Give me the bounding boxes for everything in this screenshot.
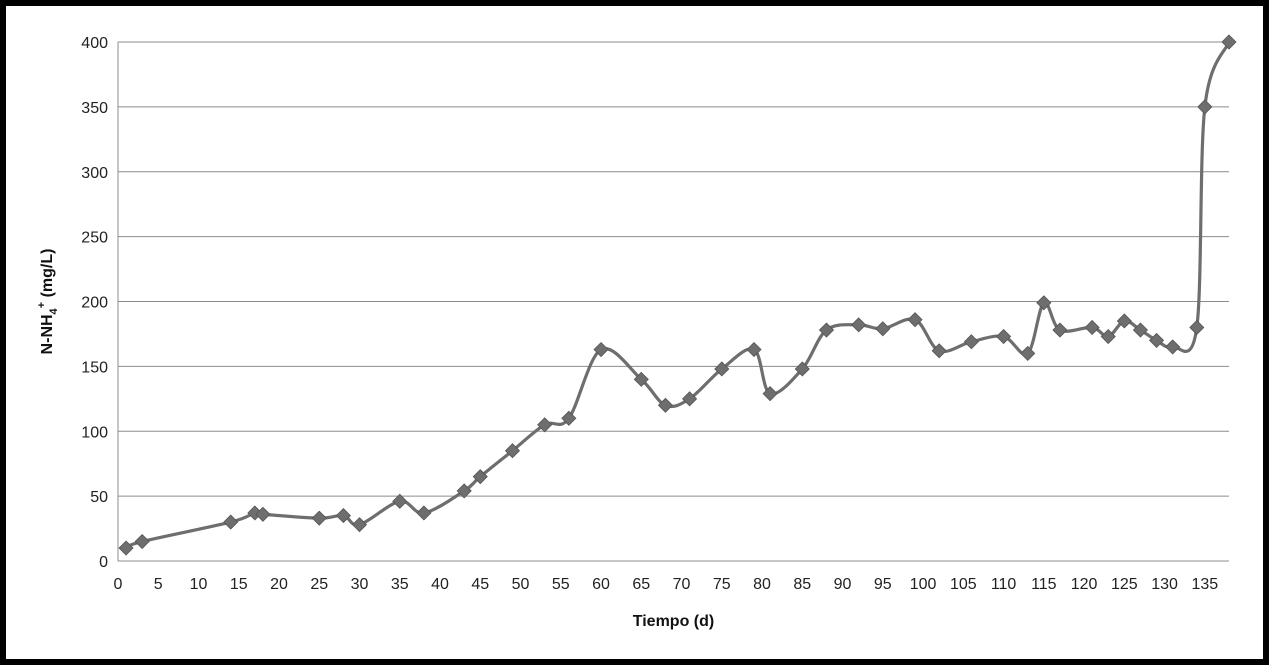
- data-point-22: [794, 361, 810, 377]
- x-tick-label-16: 80: [753, 576, 771, 593]
- data-point-27: [931, 343, 947, 359]
- x-tick-label-4: 20: [270, 576, 288, 593]
- x-tick-label-10: 50: [512, 576, 530, 593]
- data-point-13: [537, 417, 553, 433]
- data-point-10: [456, 483, 472, 499]
- y-tick-label-4: 200: [81, 295, 108, 312]
- data-point-21: [762, 386, 778, 402]
- y-tick-label-8: 400: [81, 35, 108, 52]
- data-point-25: [875, 321, 891, 337]
- x-tick-label-20: 100: [910, 576, 937, 593]
- x-tick-label-3: 15: [230, 576, 248, 593]
- data-point-1: [134, 533, 150, 550]
- data-point-31: [1036, 295, 1052, 311]
- data-point-37: [1148, 332, 1165, 348]
- y-tick-label-3: 150: [81, 359, 108, 376]
- data-point-16: [633, 371, 649, 387]
- data-point-32: [1052, 322, 1068, 338]
- x-tick-labels: 0 5 10 15 20 25 30 35 40 45 50 55 60 65 70 75 80 85 90 95 10…: [114, 576, 1219, 593]
- data-point-26: [907, 312, 923, 328]
- data-point-28: [963, 334, 979, 350]
- data-point-11: [472, 469, 488, 485]
- x-tick-label-26: 130: [1151, 576, 1178, 593]
- data-point-41: [1221, 34, 1237, 50]
- axes: [117, 42, 1229, 562]
- series-line-layer: [125, 41, 1231, 550]
- data-point-23: [818, 322, 835, 338]
- data-point-36: [1132, 322, 1149, 338]
- x-tick-label-23: 115: [1031, 576, 1057, 593]
- y-tick-label-2: 100: [81, 424, 108, 441]
- x-tick-label-18: 90: [834, 576, 852, 593]
- x-tick-label-27: 135: [1191, 576, 1218, 593]
- data-point-40: [1197, 99, 1213, 115]
- data-point-20: [746, 341, 762, 358]
- y-tick-label-1: 50: [90, 489, 108, 506]
- y-tick-label-0: 0: [99, 554, 108, 571]
- y-tick-labels: 0 50 100 150 200 250 300 350 400: [81, 35, 108, 571]
- y-axis-label-unit: (mg/L): [39, 249, 56, 302]
- x-tick-label-1: 5: [154, 576, 163, 593]
- x-tick-label-7: 35: [391, 576, 409, 593]
- x-tick-label-21: 105: [950, 576, 977, 593]
- x-tick-label-13: 65: [632, 576, 650, 593]
- data-point-2: [223, 514, 239, 530]
- x-tick-label-12: 60: [592, 576, 610, 593]
- x-tick-label-14: 70: [673, 576, 691, 593]
- data-point-35: [1116, 313, 1132, 329]
- y-axis-label-sub: 4: [48, 307, 60, 314]
- data-point-34: [1100, 328, 1116, 345]
- y-tick-label-7: 350: [81, 100, 108, 117]
- data-point-30: [1020, 345, 1036, 361]
- series-line: [125, 41, 1231, 550]
- gridlines: [118, 41, 1229, 497]
- data-point-8: [392, 493, 408, 509]
- x-tick-label-5: 25: [310, 576, 328, 593]
- x-tick-label-11: 55: [552, 576, 570, 593]
- data-point-18: [682, 391, 698, 407]
- data-point-14: [561, 410, 577, 426]
- y-axis-label-base: N-NH: [39, 314, 56, 354]
- x-tick-label-24: 120: [1071, 576, 1098, 593]
- line-chart: 0 50 100 150 200 250 300 350 400 0 5 10 15 20 25 30 35 4…: [36, 34, 1237, 630]
- data-point-5: [311, 510, 327, 526]
- data-point-0: [118, 540, 134, 556]
- x-tick-label-17: 85: [793, 576, 811, 593]
- x-tick-label-22: 110: [991, 576, 1017, 593]
- data-point-7: [351, 517, 368, 533]
- data-point-19: [714, 361, 730, 377]
- x-tick-label-19: 95: [874, 576, 892, 593]
- data-point-4: [255, 506, 271, 522]
- data-points: [118, 34, 1237, 556]
- y-axis-label: N-NH4+ (mg/L): [36, 249, 60, 355]
- data-point-17: [657, 397, 674, 413]
- y-tick-label-6: 300: [81, 165, 108, 182]
- data-point-12: [504, 443, 521, 459]
- x-tick-label-6: 30: [351, 576, 369, 593]
- data-point-9: [416, 505, 432, 521]
- data-point-39: [1189, 319, 1205, 336]
- x-tick-label-15: 75: [713, 576, 731, 593]
- y-tick-label-5: 250: [81, 230, 108, 247]
- x-tick-label-8: 40: [431, 576, 449, 593]
- y-axis-label-sup: +: [36, 302, 48, 308]
- data-point-38: [1165, 339, 1181, 355]
- data-point-24: [851, 317, 867, 333]
- data-point-29: [996, 328, 1012, 345]
- x-tick-label-0: 0: [114, 576, 123, 593]
- x-tick-label-25: 125: [1111, 576, 1138, 593]
- data-point-33: [1084, 319, 1100, 336]
- x-tick-label-2: 10: [190, 576, 208, 593]
- x-tick-label-9: 45: [471, 576, 489, 593]
- data-point-15: [593, 341, 609, 358]
- data-point-6: [335, 508, 351, 524]
- x-axis-label: Tiempo (d): [633, 613, 714, 630]
